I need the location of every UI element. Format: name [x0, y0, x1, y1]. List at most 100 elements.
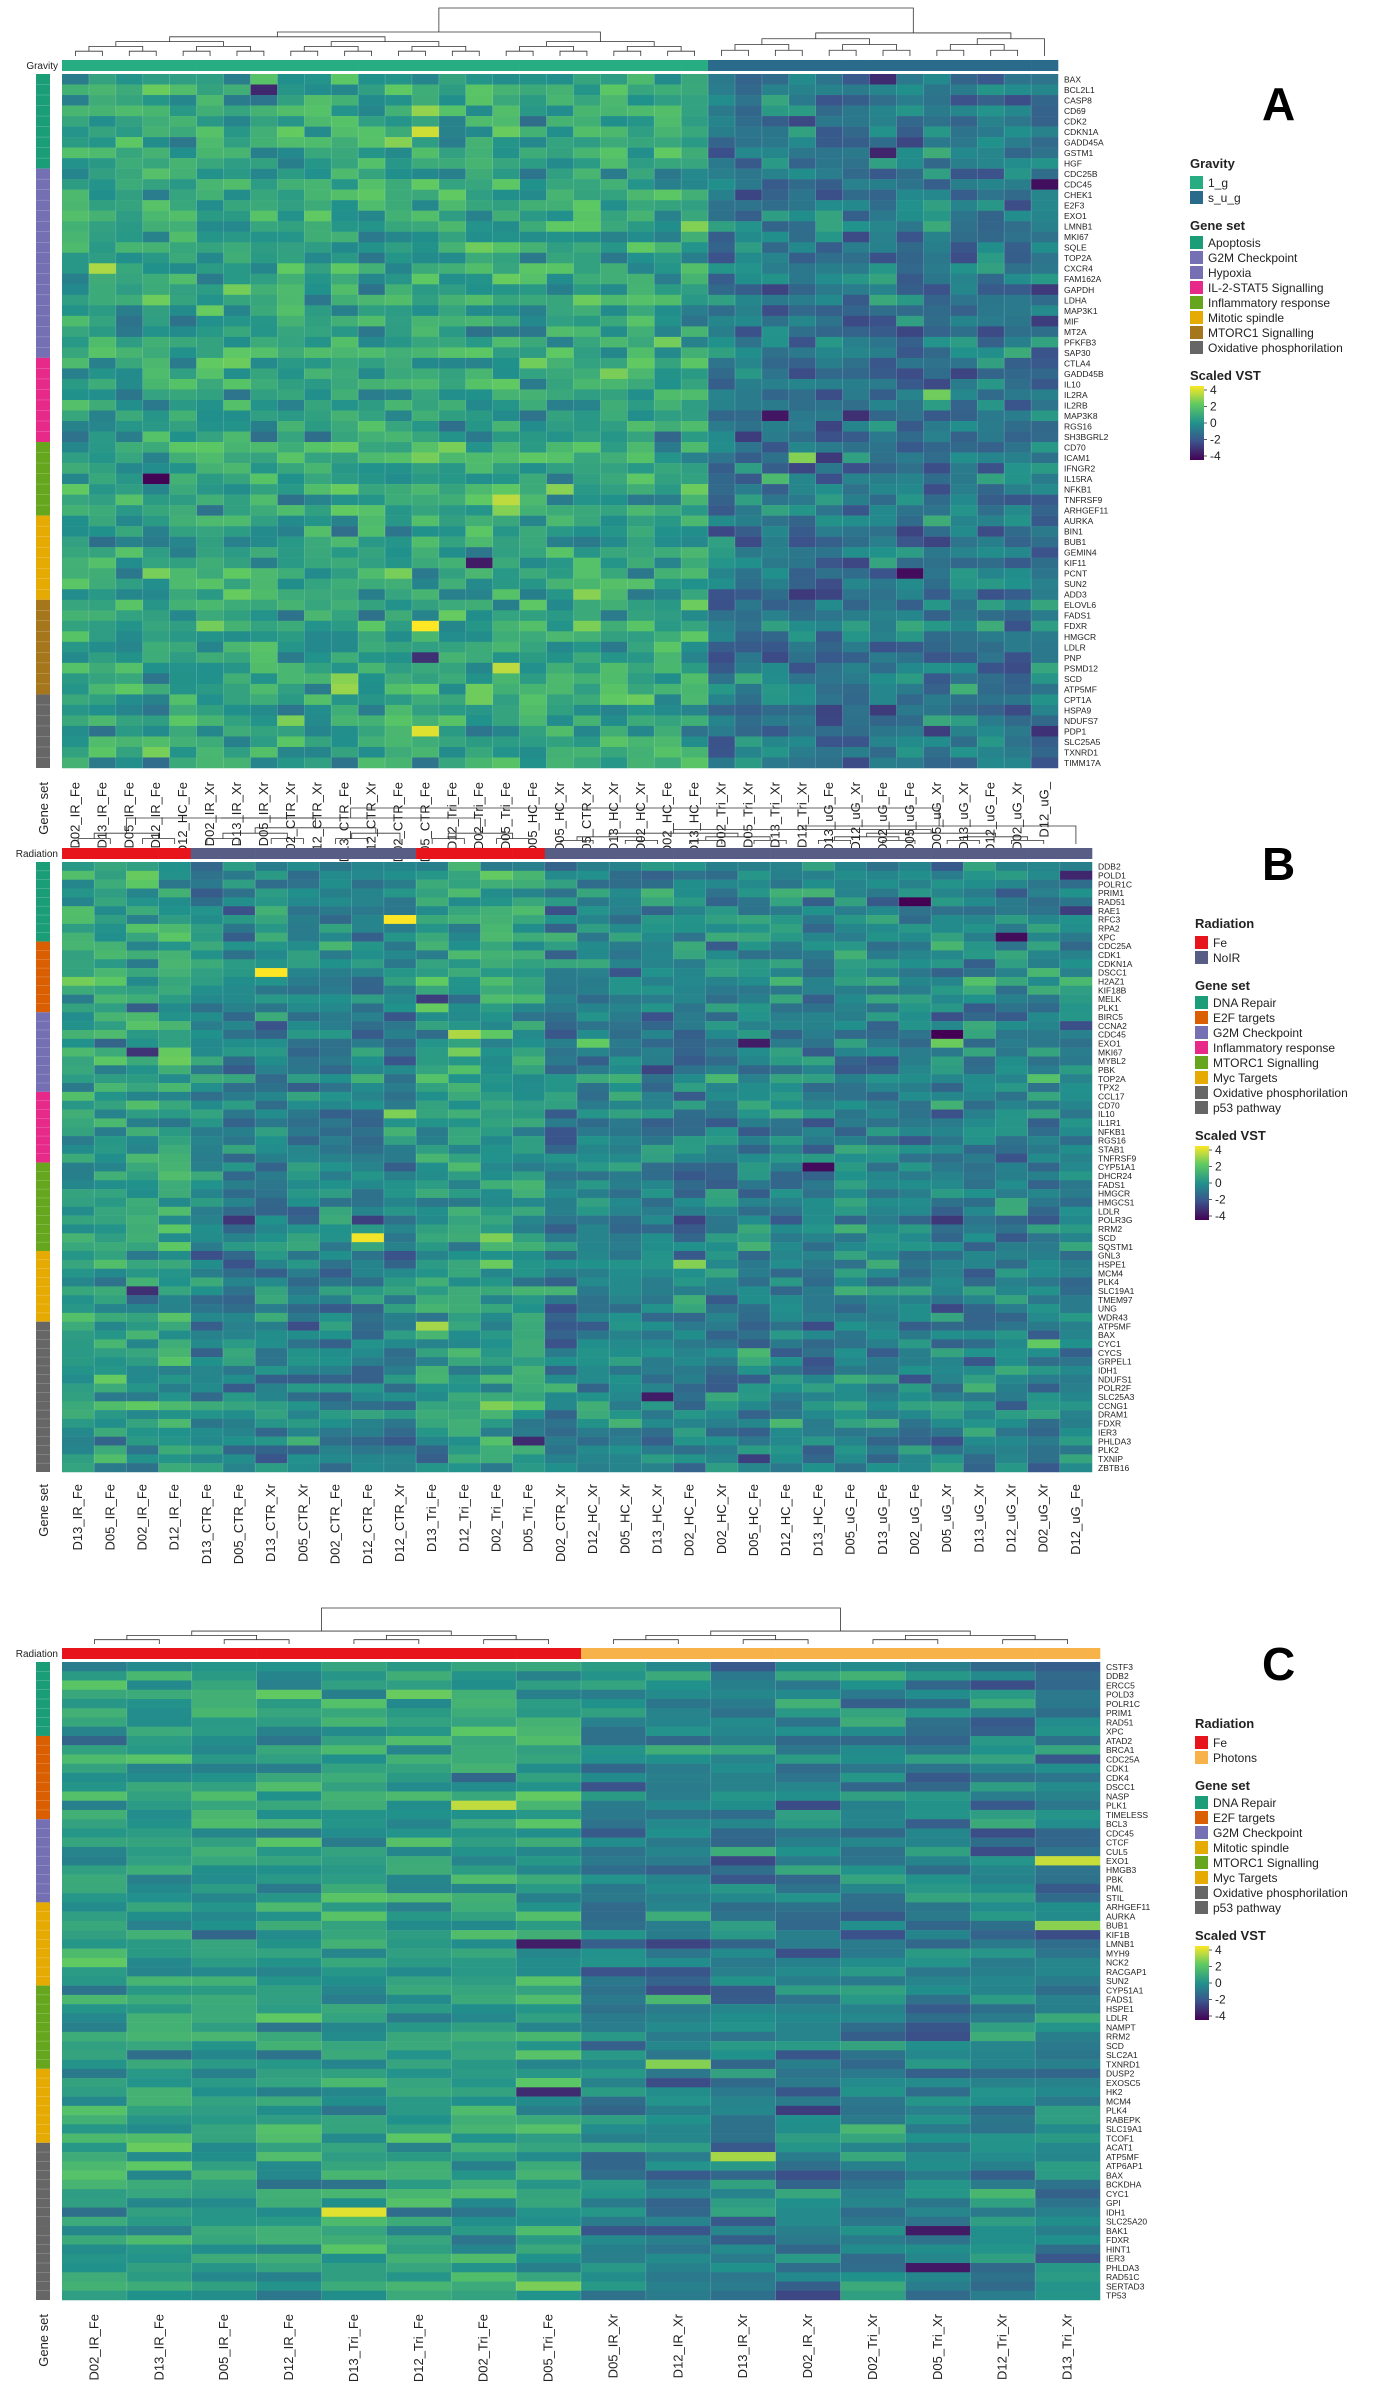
heatmap-cell	[573, 137, 601, 148]
heatmap-cell	[600, 431, 628, 443]
heatmap-cell	[358, 158, 386, 169]
heatmap-cell	[115, 610, 144, 622]
heatmap-cell	[465, 294, 493, 306]
heatmap-cell	[416, 915, 449, 925]
heatmap-cell	[250, 746, 278, 758]
heatmap-cell	[573, 326, 601, 338]
heatmap-cell	[705, 1418, 739, 1429]
row-label: NDUFS7	[1064, 716, 1098, 726]
heatmap-cell	[815, 463, 843, 474]
heatmap-cell	[277, 473, 305, 485]
heatmap-cell	[931, 1330, 964, 1340]
heatmap-cell	[383, 1029, 417, 1040]
heatmap-cell	[416, 1206, 449, 1216]
heatmap-cell	[923, 210, 951, 222]
heatmap-cell	[896, 74, 924, 85]
heatmap-cell	[115, 589, 144, 601]
heatmap-cell	[126, 1312, 159, 1322]
heatmap-cell	[250, 526, 278, 537]
heatmap-cell	[277, 641, 305, 653]
heatmap-cell	[277, 126, 305, 138]
heatmap-cell	[222, 1171, 256, 1181]
heatmap-cell	[158, 1056, 191, 1066]
heatmap-cell	[708, 526, 736, 537]
heatmap-cell	[815, 315, 843, 327]
heatmap-cell	[465, 526, 493, 537]
heatmap-cell	[255, 994, 288, 1004]
heatmap-cell	[190, 1277, 224, 1287]
heatmap-cell	[383, 1065, 417, 1075]
heatmap-cell	[627, 116, 655, 127]
heatmap-cell	[834, 1136, 867, 1146]
heatmap-cell	[465, 179, 493, 190]
heatmap-cell	[358, 599, 386, 611]
heatmap-cell	[319, 994, 352, 1004]
heatmap-cell	[995, 1038, 1028, 1048]
heatmap-cell	[480, 1250, 513, 1261]
heatmap-cell	[654, 336, 682, 348]
heatmap-cell	[923, 158, 951, 169]
heatmap-cell	[416, 1383, 449, 1393]
heatmap-cell	[546, 599, 574, 611]
heatmap-cell	[1027, 1021, 1061, 1031]
heatmap-cell	[1004, 126, 1032, 138]
heatmap-cell	[573, 147, 601, 159]
heatmap-cell	[62, 704, 90, 716]
heatmap-cell	[627, 526, 655, 537]
heatmap-cell	[898, 1074, 932, 1084]
heatmap-cell	[815, 116, 843, 127]
heatmap-cell	[977, 568, 1005, 579]
heatmap-cell	[896, 137, 924, 148]
annotation-cell	[734, 60, 763, 71]
heatmap-cell	[126, 976, 159, 987]
heatmap-cell	[866, 1118, 900, 1128]
heatmap-cell	[761, 147, 790, 159]
heatmap-cell	[448, 1038, 481, 1048]
column-label: D05_uG_Xr	[929, 781, 944, 850]
heatmap-cell	[277, 494, 305, 506]
heatmap-cell	[94, 1463, 127, 1473]
heatmap-cell	[950, 568, 978, 579]
heatmap-cell	[641, 1259, 674, 1269]
heatmap-cell	[383, 1259, 417, 1269]
heatmap-cell	[287, 1029, 320, 1040]
heatmap-cell	[287, 1392, 320, 1402]
heatmap-cell	[641, 1410, 674, 1420]
heatmap-cell	[158, 1100, 191, 1110]
heatmap-cell	[627, 725, 655, 737]
heatmap-cell	[1031, 147, 1059, 159]
heatmap-cell	[222, 1454, 256, 1464]
heatmap-cell	[88, 336, 117, 348]
heatmap-cell	[255, 1401, 288, 1411]
heatmap-cell	[223, 294, 251, 306]
row-label: TOP2A	[1098, 1074, 1126, 1084]
heatmap-cell	[869, 599, 897, 611]
heatmap-cell	[196, 74, 224, 85]
heatmap-cell	[544, 1100, 578, 1110]
heatmap-cell	[866, 1401, 900, 1411]
heatmap-cell	[737, 941, 771, 951]
heatmap-cell	[673, 1242, 706, 1252]
heatmap-cell	[126, 1136, 159, 1146]
heatmap-cell	[62, 641, 90, 653]
heatmap-cell	[737, 985, 771, 995]
heatmap-cell	[609, 1021, 642, 1031]
heatmap-cell	[641, 932, 674, 942]
heatmap-cell	[761, 736, 790, 748]
heatmap-cell	[331, 652, 359, 664]
heatmap-cell	[546, 158, 574, 169]
heatmap-cell	[1027, 994, 1061, 1004]
heatmap-cell	[358, 84, 386, 96]
heatmap-cell	[158, 976, 191, 987]
row-label: BIN1	[1064, 527, 1083, 537]
heatmap-cell	[898, 950, 932, 960]
heatmap-cell	[1059, 1144, 1093, 1154]
panel-letter: A	[1262, 78, 1295, 130]
heatmap-cell	[94, 1339, 127, 1349]
heatmap-cell	[351, 1427, 385, 1437]
heatmap-cell	[190, 1401, 224, 1411]
heatmap-cell	[627, 578, 655, 590]
heatmap-cell	[770, 1233, 803, 1243]
heatmap-cell	[995, 1383, 1028, 1393]
heatmap-cell	[448, 968, 481, 978]
